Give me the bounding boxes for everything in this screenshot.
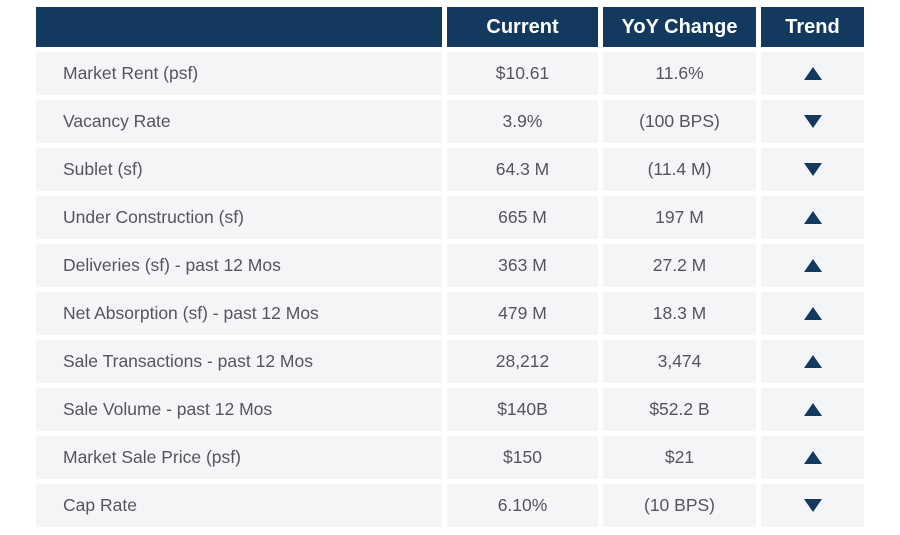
- yoy-value: 3,474: [603, 340, 756, 383]
- trend-cell: [761, 436, 864, 479]
- yoy-value: 27.2 M: [603, 244, 756, 287]
- current-value: 64.3 M: [447, 148, 598, 191]
- trend-down-icon: [803, 115, 822, 128]
- row-label: Under Construction (sf): [36, 196, 442, 239]
- current-value: 479 M: [447, 292, 598, 335]
- table-row: Sublet (sf) 64.3 M (11.4 M): [36, 148, 864, 191]
- trend-up-icon: [803, 259, 822, 272]
- yoy-value: (100 BPS): [603, 100, 756, 143]
- trend-cell: [761, 340, 864, 383]
- row-label: Market Sale Price (psf): [36, 436, 442, 479]
- current-value: $150: [447, 436, 598, 479]
- trend-up-icon: [803, 307, 822, 320]
- trend-cell: [761, 244, 864, 287]
- table-body: Market Rent (psf) $10.61 11.6% Vacancy R…: [36, 52, 864, 527]
- yoy-value: 11.6%: [603, 52, 756, 95]
- current-value: 28,212: [447, 340, 598, 383]
- trend-up-icon: [803, 403, 822, 416]
- current-value: $140B: [447, 388, 598, 431]
- yoy-value: 18.3 M: [603, 292, 756, 335]
- trend-up-icon: [803, 211, 822, 224]
- current-value: 3.9%: [447, 100, 598, 143]
- row-label: Net Absorption (sf) - past 12 Mos: [36, 292, 442, 335]
- trend-up-icon: [803, 67, 822, 80]
- trend-cell: [761, 52, 864, 95]
- trend-cell: [761, 292, 864, 335]
- trend-cell: [761, 484, 864, 527]
- trend-cell: [761, 148, 864, 191]
- yoy-value: (10 BPS): [603, 484, 756, 527]
- table-row: Deliveries (sf) - past 12 Mos 363 M 27.2…: [36, 244, 864, 287]
- row-label: Sale Volume - past 12 Mos: [36, 388, 442, 431]
- header-yoy-change: YoY Change: [603, 7, 756, 47]
- yoy-value: $52.2 B: [603, 388, 756, 431]
- header-current: Current: [447, 7, 598, 47]
- row-label: Deliveries (sf) - past 12 Mos: [36, 244, 442, 287]
- table-row: Sale Volume - past 12 Mos $140B $52.2 B: [36, 388, 864, 431]
- yoy-value: (11.4 M): [603, 148, 756, 191]
- table-row: Vacancy Rate 3.9% (100 BPS): [36, 100, 864, 143]
- trend-cell: [761, 100, 864, 143]
- trend-up-icon: [803, 355, 822, 368]
- current-value: 665 M: [447, 196, 598, 239]
- row-label: Sublet (sf): [36, 148, 442, 191]
- table-row: Market Sale Price (psf) $150 $21: [36, 436, 864, 479]
- market-stats-table: Current YoY Change Trend Market Rent (ps…: [36, 7, 864, 532]
- current-value: $10.61: [447, 52, 598, 95]
- trend-down-icon: [803, 163, 822, 176]
- table-row: Under Construction (sf) 665 M 197 M: [36, 196, 864, 239]
- current-value: 6.10%: [447, 484, 598, 527]
- table-row: Cap Rate 6.10% (10 BPS): [36, 484, 864, 527]
- table-row: Sale Transactions - past 12 Mos 28,212 3…: [36, 340, 864, 383]
- trend-cell: [761, 388, 864, 431]
- yoy-value: 197 M: [603, 196, 756, 239]
- trend-cell: [761, 196, 864, 239]
- trend-up-icon: [803, 451, 822, 464]
- row-label: Sale Transactions - past 12 Mos: [36, 340, 442, 383]
- row-label: Cap Rate: [36, 484, 442, 527]
- header-trend: Trend: [761, 7, 864, 47]
- table-header-row: Current YoY Change Trend: [36, 7, 864, 47]
- header-metric: [36, 7, 442, 47]
- table-row: Net Absorption (sf) - past 12 Mos 479 M …: [36, 292, 864, 335]
- row-label: Market Rent (psf): [36, 52, 442, 95]
- trend-down-icon: [803, 499, 822, 512]
- row-label: Vacancy Rate: [36, 100, 442, 143]
- yoy-value: $21: [603, 436, 756, 479]
- table-row: Market Rent (psf) $10.61 11.6%: [36, 52, 864, 95]
- current-value: 363 M: [447, 244, 598, 287]
